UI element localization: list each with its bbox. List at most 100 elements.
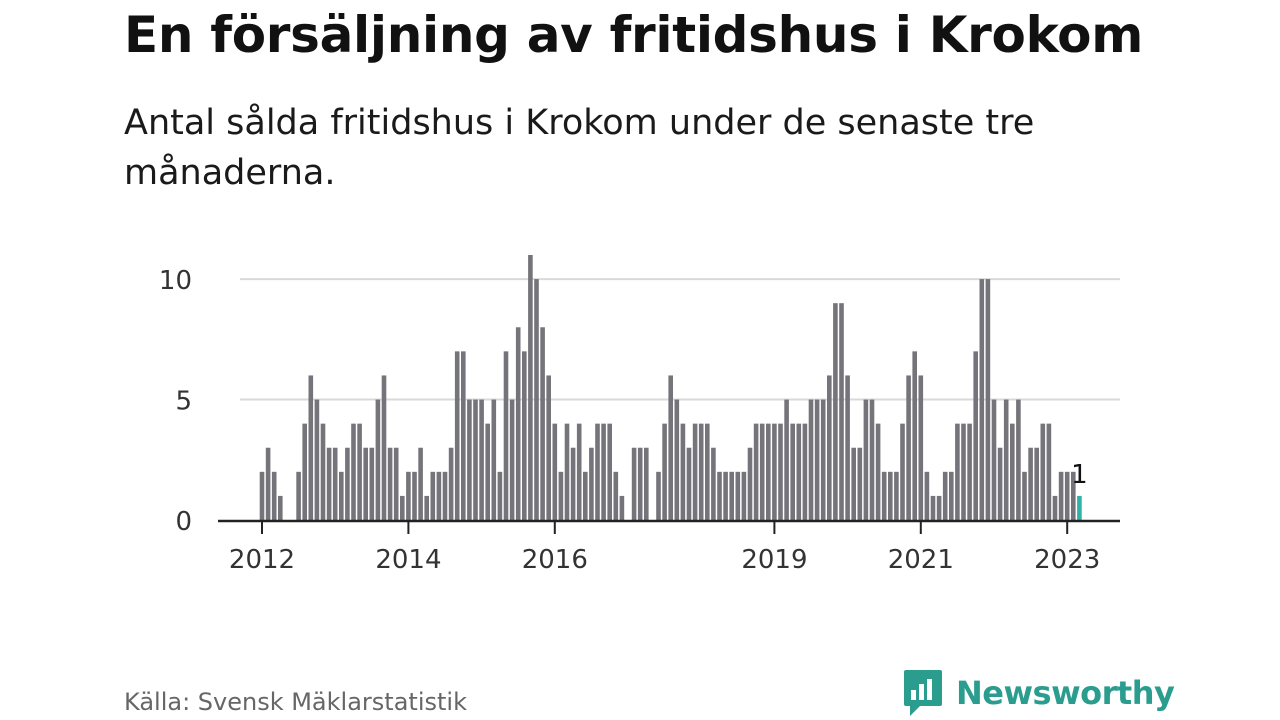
bar	[613, 471, 619, 520]
bar	[674, 399, 680, 520]
bar	[393, 447, 399, 520]
bar	[369, 447, 375, 520]
bar	[802, 423, 808, 520]
bar	[747, 447, 753, 520]
bar	[308, 375, 314, 520]
bar	[863, 399, 869, 520]
bar	[430, 471, 436, 520]
bar	[796, 423, 802, 520]
bar	[827, 375, 832, 520]
bar	[552, 423, 558, 520]
bar	[442, 471, 448, 520]
bar	[296, 471, 301, 520]
bar	[412, 471, 417, 520]
bar	[656, 471, 661, 520]
bar	[729, 471, 734, 520]
bar	[546, 375, 551, 520]
bar	[424, 495, 429, 520]
bar	[1052, 495, 1058, 520]
bar	[637, 447, 643, 520]
brand-name: Newsworthy	[956, 674, 1175, 712]
bar	[528, 255, 533, 520]
bar	[741, 471, 747, 520]
bar	[576, 423, 582, 520]
newsworthy-logo-icon	[904, 670, 942, 716]
bar	[644, 447, 649, 520]
bar	[448, 447, 454, 520]
chart-title: En försäljning av fritidshus i Krokom	[124, 6, 1144, 64]
bar	[766, 423, 771, 520]
bar	[570, 447, 576, 520]
bar	[717, 471, 722, 520]
bar	[857, 447, 863, 520]
bar	[461, 351, 466, 520]
bar	[400, 495, 405, 520]
bar	[265, 447, 271, 520]
bar	[1071, 471, 1076, 520]
bar	[961, 423, 966, 520]
bar	[949, 471, 954, 520]
bar	[686, 447, 692, 520]
bar	[845, 375, 850, 520]
bar	[894, 471, 899, 520]
bar	[607, 423, 612, 520]
bar	[833, 303, 838, 520]
bar	[418, 447, 423, 520]
bar	[479, 399, 484, 520]
bar	[705, 423, 710, 520]
bar	[814, 399, 820, 520]
bar	[375, 399, 381, 520]
bar	[302, 423, 307, 520]
bar	[467, 399, 472, 520]
x-tick-label: 2012	[229, 545, 295, 575]
bar	[497, 471, 503, 520]
bar	[619, 495, 625, 520]
bar	[711, 447, 716, 520]
bar	[1028, 447, 1033, 520]
bar	[1034, 447, 1039, 520]
gridlines	[240, 278, 1120, 401]
bar	[564, 423, 570, 520]
bar	[875, 423, 881, 520]
y-tick-label: 0	[175, 507, 192, 537]
bar	[1064, 471, 1070, 520]
bar	[1046, 423, 1052, 520]
brand-logo: Newsworthy	[902, 668, 1175, 718]
bar	[790, 423, 795, 520]
bar	[924, 471, 930, 520]
bar	[967, 423, 972, 520]
bar	[906, 375, 911, 520]
bar	[668, 375, 673, 520]
tick-labels: 0 5 10 2012 2014 2016 2019 2021 2023 1	[159, 266, 1100, 575]
bar	[540, 327, 545, 520]
bar	[936, 495, 942, 520]
x-tick-label: 2021	[888, 545, 954, 575]
bar	[723, 471, 728, 520]
bar	[808, 399, 814, 520]
y-tick-label: 5	[175, 387, 192, 417]
bar	[345, 447, 350, 520]
bar	[332, 447, 338, 520]
bar	[473, 399, 478, 520]
bar	[1058, 471, 1064, 520]
highlighted-bar	[1077, 495, 1082, 520]
bar	[491, 399, 497, 520]
bar	[1040, 423, 1046, 520]
bar	[985, 279, 991, 520]
bar	[259, 471, 265, 520]
bar	[979, 279, 985, 520]
bar	[839, 303, 844, 520]
bar-chart: 0 5 10 2012 2014 2016 2019 2021 2023 1	[159, 255, 1120, 575]
bar	[778, 423, 783, 520]
bar	[558, 471, 564, 520]
bar	[454, 351, 460, 520]
bar	[406, 471, 411, 520]
bar	[436, 471, 442, 520]
y-tick-label: 10	[159, 266, 192, 296]
bar	[692, 423, 698, 520]
value-label: 1	[1071, 460, 1088, 490]
bar	[534, 279, 539, 520]
bar	[662, 423, 667, 520]
x-tick-label: 2023	[1034, 545, 1100, 575]
bar	[820, 399, 826, 520]
